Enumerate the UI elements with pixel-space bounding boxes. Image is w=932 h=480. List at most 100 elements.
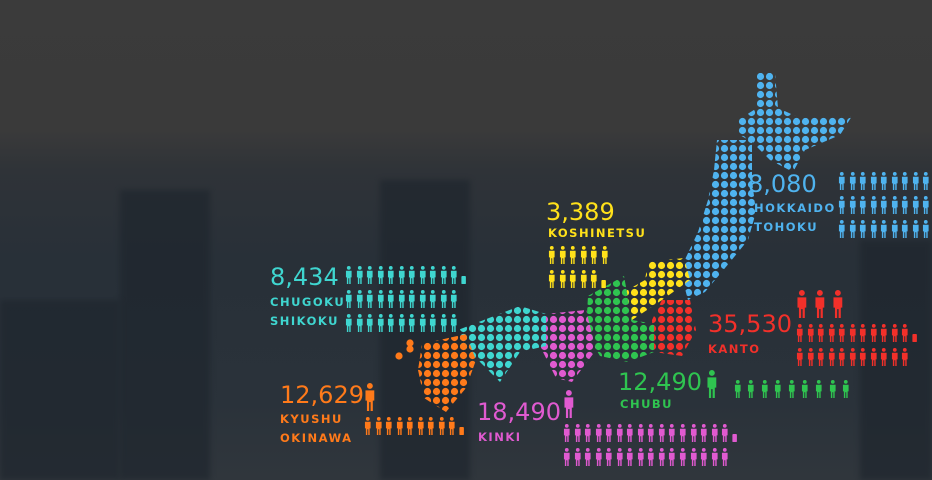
person-icon [711,448,718,466]
person-icon [585,448,591,466]
person-icon [788,380,795,398]
person-icon [574,448,581,466]
pictogram-row [345,290,466,308]
person-icon [839,348,845,366]
person-icon [580,246,587,264]
person-icon [832,290,842,318]
person-icon [849,196,856,214]
person-icon [559,246,566,264]
partial-person-icon [459,426,464,435]
person-icon [843,380,849,398]
person-icon [891,196,898,214]
person-icon [829,380,836,398]
region-label: KOSHINETSU [548,224,646,243]
person-icon [775,380,781,398]
region-kyushu-okinawa [418,334,476,412]
person-icon [690,424,697,442]
person-icon [449,417,455,435]
person-icon [388,290,394,308]
person-icon [923,172,929,190]
person-icon [356,266,363,284]
person-icon [377,266,384,284]
person-icon [398,314,405,332]
person-icon [580,270,587,288]
person-icon [707,370,717,398]
person-icon [417,417,424,435]
people-pictogram [364,383,464,441]
person-icon [356,290,363,308]
person-icon [627,448,633,466]
person-icon [367,266,373,284]
region-label-line: HOKKAIDO [754,201,836,215]
person-icon [669,424,676,442]
person-icon [815,380,822,398]
region-label: KYUSHU OKINAWA [280,410,353,448]
person-icon [891,172,898,190]
person-icon [818,324,824,342]
region-label-line: SHIKOKU [270,314,339,328]
person-icon [591,270,597,288]
person-icon [860,348,866,366]
person-icon [658,424,665,442]
pictogram-row [563,424,737,442]
person-icon [748,380,754,398]
person-icon [606,448,612,466]
region-label-line: KYUSHU [280,412,343,426]
person-icon [679,424,686,442]
person-icon [881,172,887,190]
partial-person-icon [461,275,466,284]
person-icon [902,172,908,190]
region-value: 8,080 [748,170,817,198]
person-icon [398,266,405,284]
pictogram-row [548,270,608,288]
person-icon [807,324,814,342]
region-hokkaido-tohoku [680,140,756,300]
person-icon [838,196,845,214]
people-pictogram [706,370,850,404]
person-icon [870,324,877,342]
person-icon [870,220,877,238]
region-value: 8,434 [270,263,339,291]
person-icon [849,324,856,342]
pictogram-row [838,220,932,238]
person-icon [891,324,898,342]
person-icon [375,417,382,435]
pictogram-row [706,370,850,398]
region-chugoku-shikoku [458,306,546,382]
person-icon [367,314,373,332]
person-icon [761,380,768,398]
person-icon [419,290,426,308]
region-label-line: CHUGOKU [270,295,346,309]
person-icon [428,417,434,435]
person-icon [606,424,612,442]
person-icon [377,290,384,308]
pictogram-row [838,196,932,214]
pictogram-row [563,390,737,418]
person-icon [881,324,887,342]
person-icon [616,424,623,442]
person-icon [870,196,877,214]
person-icon [564,390,574,418]
person-icon [438,417,445,435]
person-icon [377,314,384,332]
person-icon [601,246,608,264]
person-icon [815,290,825,318]
person-icon [451,290,458,308]
person-icon [881,348,887,366]
person-icon [839,324,845,342]
person-icon [409,266,415,284]
person-icon [419,266,426,284]
person-icon [440,314,447,332]
person-icon [591,246,597,264]
people-pictogram [838,172,932,244]
region-label-line: KANTO [708,342,761,356]
partial-person-icon [912,333,917,342]
person-icon [860,196,866,214]
region-label: CHUGOKU SHIKOKU [270,293,345,331]
background-building [0,300,120,480]
person-icon [796,324,803,342]
person-icon [796,348,803,366]
person-icon [870,172,877,190]
person-icon [849,348,856,366]
